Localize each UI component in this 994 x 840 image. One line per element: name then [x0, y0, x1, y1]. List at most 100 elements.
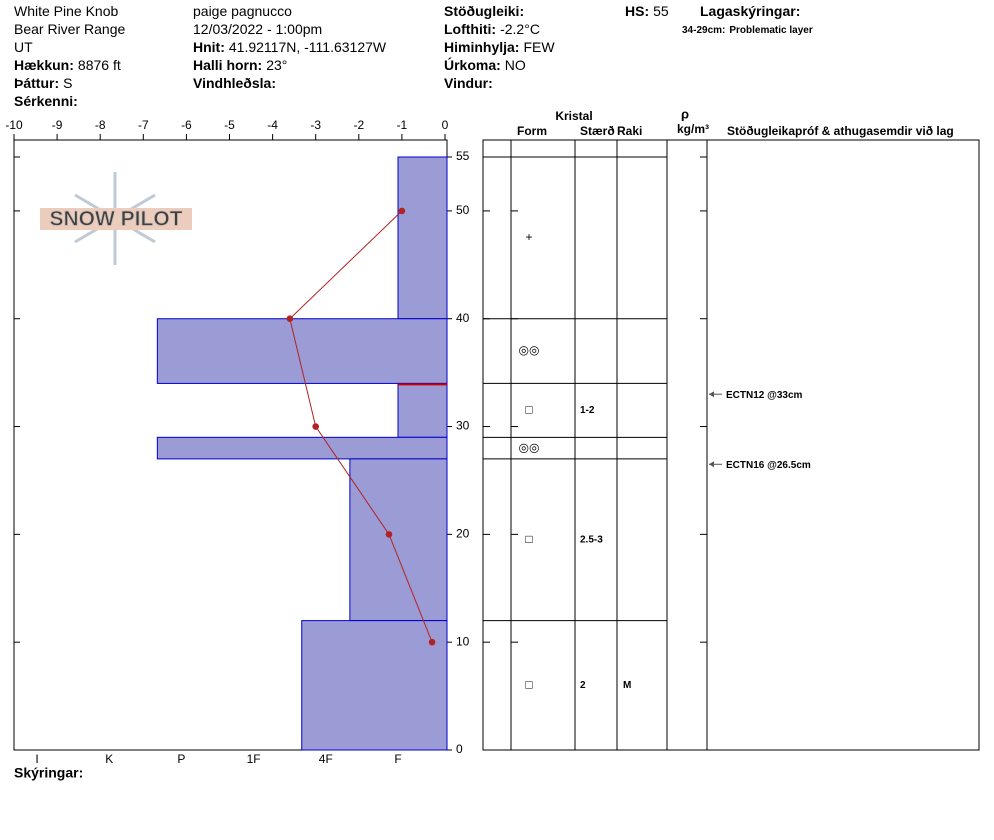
header-field: Hækkun: 8876 ft: [14, 57, 121, 73]
field-value: NO: [505, 57, 526, 73]
hardness-bar: [397, 382, 448, 438]
header-field: UT: [14, 39, 33, 55]
grain-size: 1-2: [580, 405, 595, 416]
arrow-head: [709, 461, 714, 468]
y-tick-label: 20: [456, 527, 470, 541]
header-field: Lagaskýringar:: [700, 3, 800, 19]
y-tick-label: 30: [456, 419, 470, 433]
header-field: Stöðugleiki:: [444, 3, 524, 19]
logo-band: [40, 208, 192, 230]
table-header: Kristal Form Stærð Raki ρ kg/m³ Stöðugle…: [517, 106, 954, 138]
field-label: Lagaskýringar:: [700, 3, 800, 19]
header-field: Vindhleðsla:: [193, 75, 276, 91]
hardness-label: 1F: [247, 752, 261, 766]
header-field: Himinhylja: FEW: [444, 39, 555, 55]
table-columns: [510, 140, 708, 750]
y-tick-label: 0: [456, 742, 463, 756]
header-form: Form: [517, 124, 547, 138]
field-label: 34-29cm:: [682, 25, 725, 36]
field-label: Himinhylja:: [444, 39, 519, 55]
x-tick-label: -8: [95, 118, 106, 132]
table-frame: [482, 139, 980, 751]
field-label: Hækkun:: [14, 57, 74, 73]
y-tick-label: 55: [456, 149, 470, 163]
grain-form: ◎◎: [519, 440, 540, 454]
x-tick-label: -3: [310, 118, 321, 132]
header-field: 34-29cm: Problematic layer: [682, 25, 813, 36]
temperature-point: [286, 315, 294, 323]
field-value: Bear River Range: [14, 21, 125, 37]
field-label: Þáttur:: [14, 75, 59, 91]
y-tick-label: 40: [456, 311, 470, 325]
field-label: Vindur:: [444, 75, 493, 91]
field-label: Hnit:: [193, 39, 225, 55]
header-moisture: Raki: [617, 124, 642, 138]
field-label: Sérkenni:: [14, 93, 78, 109]
hardness-bar: [349, 458, 448, 622]
grain-form: □: [525, 677, 532, 691]
x-tick-label: -10: [5, 118, 23, 132]
header-field: Lofthiti: -2.2°C: [444, 21, 540, 37]
field-label: Lofthiti:: [444, 21, 496, 37]
arrow-head: [709, 391, 714, 398]
y-tick-label: 10: [456, 634, 470, 648]
field-value: FEW: [523, 39, 555, 55]
header-field: Þáttur: S: [14, 75, 72, 91]
header-field: HS: 55: [625, 3, 669, 19]
header-field: Hnit: 41.92117N, -111.63127W: [193, 39, 387, 55]
header-field: White Pine Knob: [14, 3, 118, 19]
hardness-bar: [156, 436, 448, 460]
field-value: S: [63, 75, 72, 91]
grain-form: □: [525, 403, 532, 417]
header-crystal: Kristal: [555, 109, 592, 123]
header-field: Vindur:: [444, 75, 493, 91]
x-tick-label: -4: [267, 118, 278, 132]
hardness-bar: [156, 318, 448, 384]
x-tick-label: -6: [181, 118, 192, 132]
field-label: Halli horn:: [193, 57, 262, 73]
hardness-label: P: [177, 752, 185, 766]
x-tick-label: -5: [224, 118, 235, 132]
hardness-label: K: [105, 752, 113, 766]
header-field: Bear River Range: [14, 21, 125, 37]
temperature-point: [428, 638, 436, 646]
x-tick-label: 0: [442, 118, 449, 132]
field-value: 55: [653, 3, 669, 19]
footer-label: Skýringar:: [14, 765, 83, 781]
logo: SNOW PILOT: [40, 172, 192, 265]
hardness-bar: [397, 156, 448, 320]
field-label: Vindhleðsla:: [193, 75, 276, 91]
logo-text: SNOW PILOT: [50, 208, 183, 231]
grain-form: +: [525, 230, 532, 244]
field-value: 8876 ft: [78, 57, 121, 73]
temperature-point: [385, 531, 393, 538]
y-tick-label: 50: [456, 203, 470, 217]
grain-form: ◎◎: [519, 343, 540, 357]
grain-size: 2.5-3: [580, 534, 603, 545]
x-tick-label: -1: [397, 118, 408, 132]
header-stability: Stöðugleikapróf & athugasemdir við lag: [727, 124, 954, 138]
grain-form: □: [525, 532, 532, 546]
field-value: -2.2°C: [500, 21, 540, 37]
field-label: HS:: [625, 3, 649, 19]
hardness-label: 4F: [319, 752, 333, 766]
field-value: 23°: [266, 57, 287, 73]
temperature-point: [398, 207, 406, 215]
hardness-label: I: [35, 752, 38, 766]
temperature-point: [312, 423, 320, 430]
moisture: M: [623, 680, 631, 691]
header-field: Halli horn: 23°: [193, 57, 287, 73]
x-tick-label: -9: [52, 118, 63, 132]
field-label: Stöðugleiki:: [444, 3, 524, 19]
header-field: paige pagnucco: [193, 3, 292, 19]
header-density-unit: kg/m³: [677, 122, 709, 136]
test-label: ECTN16 @26.5cm: [726, 460, 811, 471]
field-value: UT: [14, 39, 33, 55]
hardness-bar: [301, 620, 448, 751]
field-value: 41.92117N, -111.63127W: [229, 39, 387, 55]
header-density: ρ: [681, 106, 689, 121]
header-field: 12/03/2022 - 1:00pm: [193, 21, 322, 37]
hardness-label: F: [394, 752, 401, 766]
field-label: Úrkoma:: [444, 56, 501, 73]
